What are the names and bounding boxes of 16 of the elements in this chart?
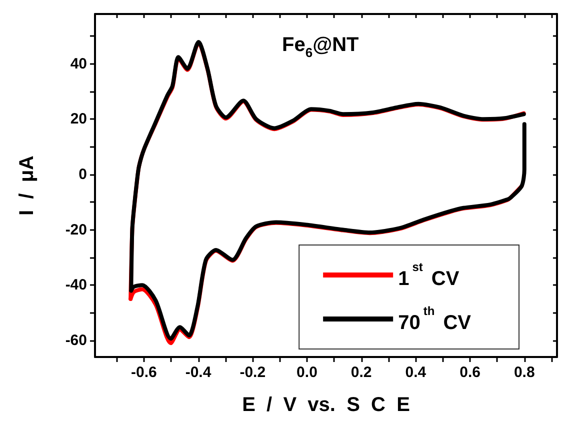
x-tick-label: -0.2 (240, 364, 266, 381)
x-tick-label: 0.8 (514, 364, 535, 381)
y-tick-label: 40 (70, 55, 87, 72)
y-tick-label: 0 (78, 166, 87, 183)
x-tick-label: 0.0 (296, 364, 318, 381)
x-tick-label: 0.4 (405, 364, 427, 381)
y-tick-label: -20 (65, 221, 87, 238)
y-tick-label: 20 (70, 110, 87, 128)
x-tick-label: -0.4 (185, 364, 212, 381)
y-tick-label: -40 (65, 276, 87, 294)
x-axis-title: E / V vs. S C E (242, 394, 410, 416)
y-tick-label: -60 (65, 332, 87, 349)
y-axis-title: I / μA (16, 155, 38, 216)
x-tick-label: 0.2 (350, 364, 372, 381)
x-tick-label: -0.6 (130, 364, 157, 381)
x-tick-label: 0.6 (460, 364, 480, 381)
